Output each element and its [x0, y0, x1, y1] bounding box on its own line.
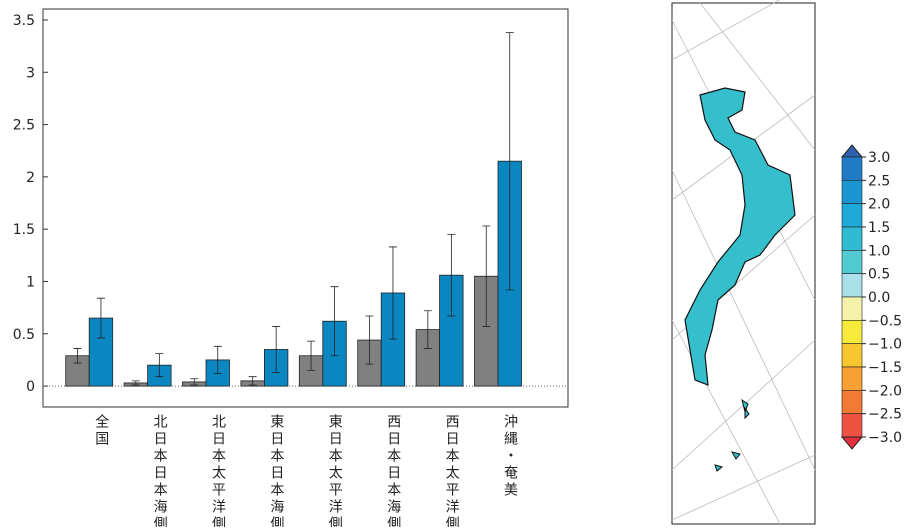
- colorbar-segment: [841, 203, 863, 228]
- x-tick-label: 東日本日本海側: [268, 414, 284, 527]
- error-bar: [482, 225, 491, 327]
- y-tick-label: 3: [26, 65, 35, 81]
- error-bar: [155, 353, 164, 378]
- map-graticule: [671, 0, 816, 525]
- y-tick-label: 3.5: [13, 13, 35, 29]
- colorbar-segment: [841, 180, 863, 204]
- colorbar-arrow: [840, 436, 864, 450]
- error-bar: [365, 315, 374, 365]
- colorbar-tick-label: −2.0: [868, 383, 902, 399]
- x-tick-label: 北日本太平洋側: [210, 414, 226, 527]
- colorbar-tick-label: 1.5: [868, 220, 890, 236]
- colorbar-segment: [841, 250, 863, 274]
- x-tick-label: 沖縄・奄美: [502, 414, 518, 499]
- colorbar-tick-label: −1.0: [868, 337, 902, 353]
- colorbar-segment: [841, 390, 863, 414]
- y-tick-label: 1: [26, 274, 35, 290]
- error-bar: [423, 310, 432, 349]
- colorbar-tick-label: 0.5: [868, 267, 890, 283]
- error-bar: [307, 340, 316, 371]
- colorbar-segment: [841, 413, 863, 438]
- error-bar: [505, 32, 514, 291]
- x-tick-label: 西日本太平洋側: [444, 414, 460, 527]
- colorbar-segment: [841, 366, 863, 391]
- colorbar-tick-label: 0.0: [868, 290, 890, 306]
- error-bar: [272, 326, 281, 373]
- error-bar: [248, 376, 257, 386]
- error-bar: [96, 297, 105, 339]
- colorbar-tick-label: 1.0: [868, 243, 890, 259]
- x-tick-label: 東日本太平洋側: [327, 414, 343, 527]
- y-tick-label: 2.5: [13, 118, 35, 134]
- error-bar: [73, 348, 82, 364]
- error-bar: [330, 286, 339, 357]
- colorbar-tick-label: 2.5: [868, 173, 890, 189]
- x-tick-label: 北日本日本海側: [152, 414, 168, 527]
- y-tick-label: 1.5: [13, 222, 35, 238]
- x-tick-label: 全国: [93, 413, 109, 448]
- colorbar-segment: [841, 296, 863, 321]
- error-bar: [131, 380, 140, 386]
- y-tick-label: 2: [26, 170, 35, 186]
- error-bar: [447, 234, 456, 317]
- error-bar: [190, 378, 199, 386]
- error-bar: [213, 345, 222, 374]
- map-frame: [671, 2, 816, 525]
- x-tick-label: 西日本日本海側: [385, 414, 401, 527]
- colorbar-segment: [841, 343, 863, 368]
- colorbar-tick-label: −0.5: [868, 313, 902, 329]
- y-tick-label: 0.5: [13, 327, 35, 343]
- map-islands: [714, 398, 750, 472]
- colorbar-tick-label: −1.5: [868, 360, 902, 376]
- colorbar-tick-label: −2.5: [868, 407, 902, 423]
- colorbar-segment: [841, 273, 863, 298]
- colorbar-tick-label: −3.0: [868, 430, 902, 446]
- error-bar: [388, 246, 397, 340]
- colorbar-segment: [841, 156, 863, 181]
- map-japan: [684, 87, 796, 386]
- map: [671, 0, 816, 525]
- colorbar-segment: [841, 226, 863, 251]
- colorbar-tick-label: 3.0: [868, 150, 890, 166]
- y-tick-label: 0: [26, 379, 35, 395]
- colorbar-segment: [841, 320, 863, 344]
- plot-frame: [42, 8, 569, 408]
- colorbar-arrow: [840, 144, 864, 158]
- colorbar-tick-label: 2.0: [868, 197, 890, 213]
